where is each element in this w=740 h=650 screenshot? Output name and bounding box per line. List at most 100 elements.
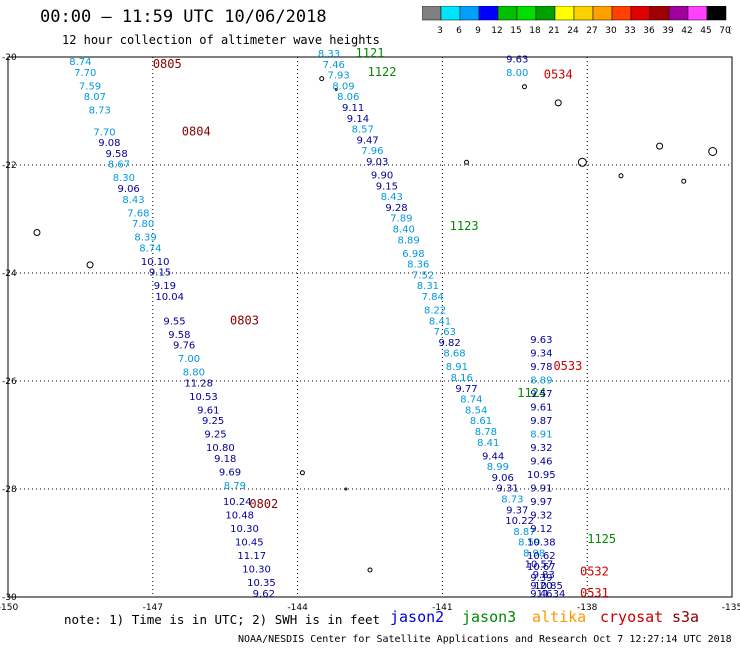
- wave-height-value: 9.18: [214, 454, 236, 465]
- pass-time-label: 0805: [153, 57, 182, 71]
- wave-height-value: 8.33: [318, 49, 340, 60]
- colorbar-tick-label: 15: [510, 26, 521, 36]
- wave-height-value: 9.44: [482, 451, 504, 462]
- wave-height-value: 9.32: [530, 443, 552, 454]
- wave-height-value: 9.15: [376, 181, 398, 192]
- colorbar-tick-label: 42: [681, 26, 692, 36]
- wave-height-value: 9.57: [530, 389, 552, 400]
- wave-height-value: 9.87: [530, 416, 552, 427]
- wave-height-value: 9.15: [149, 268, 171, 279]
- wave-height-value: 8.99: [487, 462, 509, 473]
- wave-height-value: 8.36: [407, 260, 429, 271]
- track-s3a: 8.747.707.598.078.737.709.089.588.678.30…: [69, 57, 278, 600]
- wave-height-value: 9.19: [154, 281, 176, 292]
- wave-height-value: 10.85: [534, 581, 563, 592]
- map-frame: [7, 56, 733, 598]
- wave-height-value: 7.84: [422, 292, 444, 303]
- wave-height-value: 9.31: [496, 484, 518, 495]
- island-outline: [618, 173, 624, 179]
- wave-height-value: 9.90: [371, 171, 393, 182]
- wave-height-value: 9.06: [492, 473, 514, 484]
- island-outline: [521, 84, 527, 90]
- wave-height-value: 8.09: [332, 81, 354, 92]
- wave-height-value: 9.20: [530, 581, 552, 592]
- wave-height-value: 9.63: [506, 54, 528, 65]
- colorbar-tick-label: 24: [567, 26, 579, 36]
- wave-height-value: 8.54: [465, 405, 487, 416]
- wave-height-value: 9.46: [530, 457, 552, 468]
- wave-height-value: 8.61: [470, 416, 492, 427]
- colorbar-tick-label: 36: [643, 26, 655, 36]
- wave-height-value: 10.62: [527, 551, 556, 562]
- wave-height-value: 8.67: [108, 160, 130, 171]
- wave-height-value: 10.04: [155, 292, 184, 303]
- wave-height-value: 8.41: [477, 438, 499, 449]
- colorbar-tick-label: 39: [662, 26, 674, 36]
- pass-time-label: 1123: [450, 219, 479, 233]
- colorbar-unit: (ft): [728, 26, 732, 36]
- wave-height-value: 8.16: [451, 373, 473, 384]
- legend-item-jason2: jason2: [390, 608, 445, 626]
- wave-height-value: 8.68: [443, 349, 465, 360]
- wave-height-value: 9.91: [530, 484, 552, 495]
- pass-time-label: 0804: [182, 124, 211, 138]
- colorbar-tick-label: 27: [586, 26, 597, 36]
- pass-time-label: 0533: [553, 359, 582, 373]
- wave-height-value: 8.43: [122, 195, 144, 206]
- wave-height-value: 11.34: [537, 589, 566, 600]
- wave-height-value: 10.48: [225, 511, 254, 522]
- wave-height-value: 8.43: [381, 192, 403, 203]
- colorbar-tick-label: 33: [624, 26, 635, 36]
- wave-height-value: 11.28: [184, 378, 213, 389]
- wave-height-value: 7.80: [132, 219, 154, 230]
- wave-height-value: 9.06: [118, 184, 140, 195]
- wave-height-value: 8.22: [424, 306, 446, 317]
- wave-height-value: 8.79: [224, 481, 246, 492]
- wave-height-value: 11.17: [237, 551, 266, 562]
- wave-height-value: 7.89: [390, 214, 412, 225]
- lat-tick-label: -22: [2, 161, 17, 171]
- wave-height-value: 9.55: [163, 316, 185, 327]
- wave-height-value: 8.06: [337, 92, 359, 103]
- legend-item-jason3: jason3: [462, 608, 517, 626]
- wave-height-map: -150 -147 -144 -141 -138 -135 -20 -22 -24 -26 -28 -…: [0, 46, 740, 610]
- colorbar-tick-label: 70: [719, 26, 731, 36]
- island-outline: [681, 178, 687, 184]
- colorbar-tick-label: 9: [475, 26, 481, 36]
- wave-height-value: 10.22: [505, 516, 534, 527]
- colorbar-tick-label: 45: [700, 26, 711, 36]
- wave-height-value: 8.91: [446, 362, 468, 373]
- wave-height-value: 9.63: [530, 335, 552, 346]
- colorbar-tick-label: 18: [529, 26, 541, 36]
- wave-height-value: 8.40: [393, 225, 415, 236]
- wave-height-value: 6.98: [402, 249, 424, 260]
- wave-height-value: 9.39: [530, 573, 552, 584]
- wave-height-value: 9.69: [219, 468, 241, 479]
- wave-height-value: 10.38: [527, 538, 556, 549]
- colorbar-tick-label: 21: [548, 26, 559, 36]
- wave-height-value: 10.57: [525, 559, 554, 570]
- lon-tick-label: -138: [577, 603, 598, 610]
- wave-height-value: 9.97: [530, 497, 552, 508]
- wave-height-value: 8.00: [506, 68, 528, 79]
- wave-height-value: 8.78: [475, 427, 497, 438]
- wave-height-value: 9.34: [530, 349, 552, 360]
- pass-time-label: 0803: [230, 313, 259, 327]
- lat-tick-label: -26: [2, 377, 17, 387]
- pass-time-label: 1121: [356, 46, 385, 60]
- wave-height-value: 9.11: [342, 103, 364, 114]
- wave-height-value: 10.67: [527, 562, 556, 573]
- colorbar-tick-label: 3: [437, 26, 443, 36]
- lon-tick-label: -135: [722, 603, 740, 610]
- island-outline: [554, 99, 562, 107]
- wave-height-value: 9.61: [530, 403, 552, 414]
- colorbar-tick-label: 12: [491, 26, 502, 36]
- colorbar-tick-label: 30: [605, 26, 617, 36]
- wave-height-value: 7.93: [327, 71, 349, 82]
- wave-height-value: 7.00: [178, 354, 200, 365]
- island-outline: [334, 87, 338, 91]
- island-outline: [319, 76, 325, 82]
- lon-tick-label: -150: [0, 603, 18, 610]
- wave-height-value: 9.76: [173, 341, 195, 352]
- wave-height-value: 9.78: [530, 362, 552, 373]
